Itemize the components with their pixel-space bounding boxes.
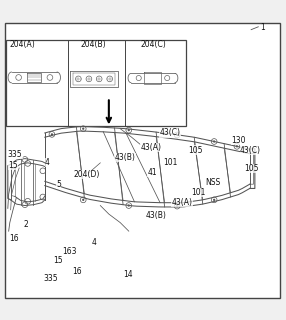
Circle shape xyxy=(128,129,130,131)
Text: 105: 105 xyxy=(244,164,259,173)
Text: 41: 41 xyxy=(147,168,157,177)
Text: NSS: NSS xyxy=(206,178,221,187)
Circle shape xyxy=(51,133,53,136)
Text: 15: 15 xyxy=(8,161,17,170)
Circle shape xyxy=(213,140,215,143)
Text: 2: 2 xyxy=(23,220,28,228)
Text: 15: 15 xyxy=(53,256,63,265)
Text: 1: 1 xyxy=(260,23,265,32)
Text: 4: 4 xyxy=(92,238,97,247)
Text: 105: 105 xyxy=(188,146,203,155)
Text: 43(A): 43(A) xyxy=(140,143,161,152)
Text: 43(B): 43(B) xyxy=(114,153,135,162)
Text: 43(C): 43(C) xyxy=(240,146,261,155)
Circle shape xyxy=(128,204,130,207)
Text: 4: 4 xyxy=(45,158,50,167)
Text: 204(C): 204(C) xyxy=(140,40,166,49)
Text: 16: 16 xyxy=(72,267,82,276)
Circle shape xyxy=(176,134,178,136)
Circle shape xyxy=(236,145,238,148)
Text: 14: 14 xyxy=(123,270,133,279)
Text: 5: 5 xyxy=(56,180,61,189)
Text: 130: 130 xyxy=(231,136,246,145)
Text: 163: 163 xyxy=(62,247,76,256)
Text: 43(B): 43(B) xyxy=(146,211,167,220)
Text: 16: 16 xyxy=(9,234,19,243)
Text: 204(D): 204(D) xyxy=(73,170,100,179)
Text: 335: 335 xyxy=(43,274,58,283)
Text: 43(A): 43(A) xyxy=(172,198,192,207)
Circle shape xyxy=(176,205,178,207)
Text: 101: 101 xyxy=(163,158,177,167)
Circle shape xyxy=(82,128,84,130)
Circle shape xyxy=(213,199,215,201)
Text: 204(A): 204(A) xyxy=(9,40,35,49)
Bar xyxy=(6,40,186,126)
Text: 101: 101 xyxy=(191,188,206,197)
Circle shape xyxy=(82,199,84,201)
Text: 43(C): 43(C) xyxy=(160,128,180,138)
Text: 335: 335 xyxy=(8,150,22,159)
Text: 204(B): 204(B) xyxy=(80,40,106,49)
